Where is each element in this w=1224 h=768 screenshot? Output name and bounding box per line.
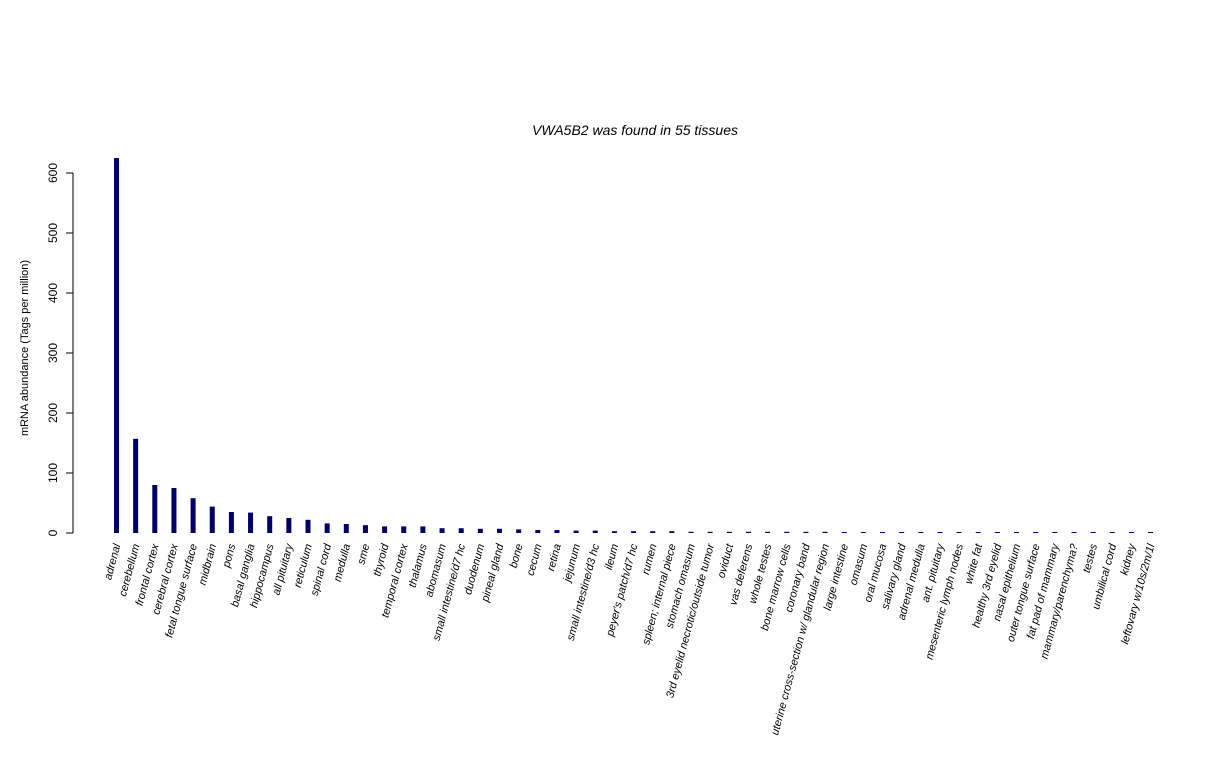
category-label: jejunum [561, 543, 583, 585]
y-tick-label: 200 [46, 403, 60, 423]
bar [324, 523, 330, 533]
bar [631, 531, 637, 533]
bar [439, 528, 445, 533]
bar [190, 498, 196, 533]
bar [573, 530, 579, 533]
bars [114, 158, 1154, 533]
category-label: kidney [1119, 541, 1139, 576]
category-label: bone [508, 543, 526, 570]
y-tick-label: 300 [46, 343, 60, 363]
bar [765, 531, 771, 533]
category-label: rumen [640, 543, 660, 576]
bar [1148, 532, 1154, 533]
bar [1128, 532, 1134, 533]
bar [899, 532, 905, 533]
bar [535, 530, 541, 533]
chart-title: VWA5B2 was found in 55 tissues [532, 122, 738, 138]
bar [688, 531, 694, 533]
bar [497, 528, 502, 533]
bar [1071, 532, 1077, 533]
category-label: midbrain [197, 543, 220, 587]
bar [152, 485, 158, 533]
category-label: oviduct [716, 542, 737, 580]
category-label: thyroid [371, 542, 391, 578]
category-label: adrenal [102, 542, 123, 581]
bar [707, 531, 713, 533]
bar [401, 526, 407, 533]
bar [554, 530, 560, 533]
category-label: retina [545, 543, 564, 573]
bar [975, 532, 981, 533]
bar [841, 532, 847, 533]
bar [994, 532, 1000, 533]
y-tick-label: 600 [46, 163, 60, 183]
y-tick-label: 100 [46, 463, 60, 483]
bar [228, 512, 234, 533]
category-label: cecum [525, 543, 545, 577]
bar [918, 532, 924, 533]
bar [784, 531, 790, 533]
bar [516, 529, 522, 533]
bar [726, 531, 732, 533]
bar [1014, 532, 1020, 533]
bar [133, 438, 139, 533]
bar [114, 158, 119, 533]
bar [956, 532, 962, 533]
bar [1033, 532, 1039, 533]
category-label: testes [1081, 542, 1100, 574]
bar [669, 531, 675, 533]
category-label: medulla [332, 543, 354, 583]
bar [420, 526, 426, 533]
bar [267, 516, 273, 533]
category-label: pons [220, 542, 238, 570]
bar [592, 530, 598, 533]
bar [286, 518, 292, 533]
bar [822, 531, 828, 533]
y-tick-label: 0 [46, 529, 60, 536]
category-label: sme [355, 543, 372, 566]
bar [880, 532, 885, 533]
bar [745, 531, 751, 533]
bar [1090, 532, 1096, 533]
bar [248, 512, 254, 533]
bar [171, 488, 177, 533]
bar [477, 528, 483, 533]
bar [343, 524, 349, 533]
y-tick-label: 500 [46, 223, 60, 243]
bar [650, 531, 656, 533]
category-label: ileum [603, 543, 621, 572]
bar [803, 531, 809, 533]
bar [1109, 532, 1115, 533]
bar [362, 525, 368, 533]
bar [937, 532, 943, 533]
y-tick-label: 400 [46, 283, 60, 303]
bar [1052, 532, 1058, 533]
bar [458, 528, 464, 533]
y-axis: 0 100 200 300 400 500 600 [46, 163, 74, 536]
bar [209, 506, 215, 533]
bar [611, 531, 617, 533]
bar [305, 519, 311, 533]
bar [382, 526, 388, 533]
y-axis-label: mRNA abundance (Tags per million) [19, 260, 31, 436]
bar [860, 532, 866, 533]
